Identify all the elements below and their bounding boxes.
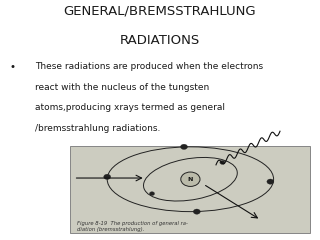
- Text: N: N: [188, 177, 193, 182]
- Text: diation (bremsstrahlung).: diation (bremsstrahlung).: [77, 227, 144, 232]
- Text: /bremsstrahlung radiations.: /bremsstrahlung radiations.: [35, 124, 161, 132]
- Circle shape: [180, 144, 188, 150]
- Text: •: •: [10, 62, 16, 72]
- Text: RADIATIONS: RADIATIONS: [120, 34, 200, 47]
- Circle shape: [181, 172, 200, 186]
- Circle shape: [149, 192, 155, 196]
- FancyBboxPatch shape: [70, 146, 310, 233]
- Circle shape: [220, 161, 225, 164]
- Text: GENERAL/BREMSSTRAHLUNG: GENERAL/BREMSSTRAHLUNG: [64, 5, 256, 18]
- Circle shape: [193, 209, 200, 214]
- Text: atoms,producing xrays termed as general: atoms,producing xrays termed as general: [35, 103, 225, 112]
- Text: Figure 8-19  The production of general ra-: Figure 8-19 The production of general ra…: [77, 221, 188, 226]
- Text: These radiations are produced when the electrons: These radiations are produced when the e…: [35, 62, 263, 72]
- Text: react with the nucleus of the tungsten: react with the nucleus of the tungsten: [35, 83, 210, 92]
- Circle shape: [267, 179, 274, 184]
- Circle shape: [104, 174, 111, 180]
